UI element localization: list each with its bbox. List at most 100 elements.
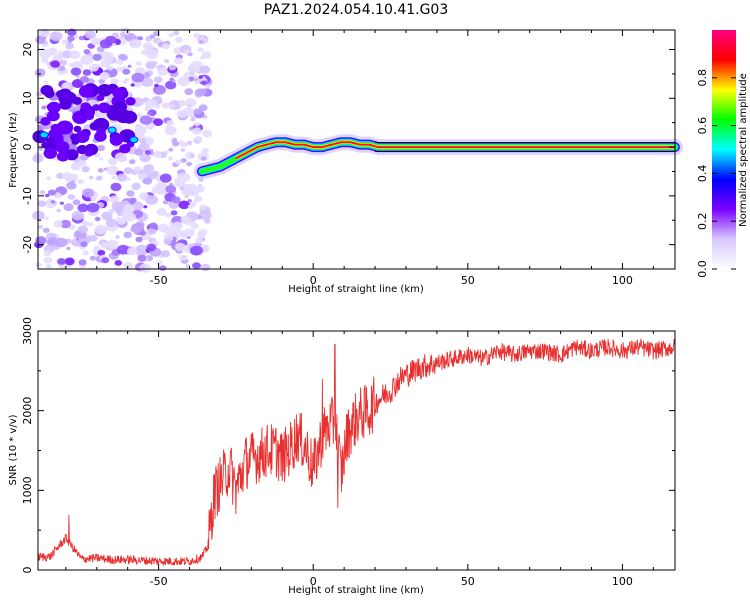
noise-blob bbox=[169, 229, 179, 238]
noise-blob bbox=[156, 260, 163, 266]
noise-blob bbox=[56, 208, 62, 213]
noise-blob bbox=[174, 159, 181, 165]
noise-blob bbox=[126, 247, 137, 256]
colorbar-tick-label: 0.0 bbox=[696, 260, 709, 278]
noise-blob bbox=[180, 215, 191, 224]
noise-blob bbox=[73, 125, 82, 133]
noise-blob bbox=[136, 113, 143, 118]
noise-blob bbox=[126, 190, 135, 197]
noise-blob bbox=[134, 125, 147, 135]
noise-blob bbox=[100, 241, 110, 249]
noise-blob bbox=[169, 103, 176, 109]
noise-blob bbox=[78, 35, 85, 41]
x-tick-label: -50 bbox=[150, 575, 168, 588]
x-tick-label: 100 bbox=[612, 274, 633, 287]
noise-blob bbox=[43, 147, 58, 159]
noise-blob bbox=[110, 78, 119, 85]
noise-blob bbox=[78, 85, 95, 98]
noise-blob bbox=[135, 61, 142, 66]
noise-blob bbox=[193, 108, 203, 115]
noise-blob bbox=[55, 237, 68, 248]
noise-blob bbox=[99, 39, 112, 49]
noise-blob bbox=[191, 127, 202, 135]
snr-background bbox=[38, 331, 675, 570]
noise-blob bbox=[61, 39, 69, 45]
noise-blob bbox=[192, 262, 201, 269]
noise-blob bbox=[197, 47, 204, 53]
noise-blob bbox=[153, 84, 166, 95]
noise-blob bbox=[178, 200, 190, 210]
y-tick-label: 0 bbox=[21, 567, 34, 574]
noise-blob bbox=[165, 185, 177, 194]
noise-blob bbox=[99, 51, 111, 60]
noise-blob bbox=[107, 157, 118, 166]
y-tick-label: 2000 bbox=[21, 397, 34, 425]
noise-blob bbox=[165, 212, 172, 218]
noise-blob bbox=[101, 257, 110, 264]
noise-blob bbox=[204, 218, 211, 224]
x-tick-label: 50 bbox=[461, 575, 475, 588]
noise-blob bbox=[138, 36, 143, 41]
noise-blob bbox=[71, 138, 80, 145]
noise-blob bbox=[97, 249, 106, 256]
noise-blob bbox=[177, 182, 187, 189]
y-tick-label: -20 bbox=[21, 236, 34, 254]
noise-blob bbox=[165, 124, 171, 129]
noise-blob bbox=[123, 167, 133, 175]
spectrogram-frame bbox=[37, 29, 676, 270]
noise-blob bbox=[82, 188, 95, 198]
noise-blob bbox=[81, 165, 90, 173]
noise-blob bbox=[75, 75, 80, 79]
snr-xlabel: Height of straight line (km) bbox=[288, 585, 424, 596]
noise-blob bbox=[163, 238, 172, 245]
noise-blob bbox=[162, 200, 169, 205]
noise-blob bbox=[153, 118, 164, 126]
noise-blob bbox=[83, 109, 95, 119]
noise-blob bbox=[179, 186, 185, 191]
noise-blob bbox=[68, 62, 75, 67]
noise-blob bbox=[170, 210, 178, 216]
noise-blob bbox=[97, 144, 105, 152]
noise-blob bbox=[187, 199, 192, 203]
noise-blob bbox=[50, 200, 55, 204]
noise-blob bbox=[77, 179, 84, 185]
noise-blob bbox=[112, 43, 117, 47]
noise-blob bbox=[129, 39, 142, 49]
noise-blob bbox=[39, 190, 46, 195]
noise-blob bbox=[101, 211, 113, 221]
noise-blob bbox=[172, 221, 183, 230]
noise-blob bbox=[155, 104, 161, 109]
noise-blob bbox=[96, 46, 105, 53]
x-tick-label: 50 bbox=[461, 274, 475, 287]
noise-blob bbox=[168, 64, 177, 71]
noise-blob bbox=[116, 244, 130, 255]
noise-blob bbox=[100, 59, 112, 68]
noise-blob bbox=[92, 117, 110, 132]
noise-blob bbox=[172, 141, 180, 147]
noise-blob bbox=[137, 254, 147, 262]
noise-blob bbox=[80, 55, 94, 66]
noise-blob bbox=[116, 66, 123, 72]
noise-blob bbox=[115, 152, 127, 162]
noise-blob bbox=[99, 72, 110, 81]
noise-blob bbox=[184, 49, 190, 55]
noise-blob bbox=[184, 98, 197, 108]
noise-blob bbox=[96, 127, 106, 136]
noise-blob bbox=[59, 59, 68, 66]
noise-blob bbox=[90, 37, 101, 46]
noise-blob bbox=[57, 258, 66, 265]
noise-blob bbox=[38, 225, 43, 229]
spectrogram-xlabel: Height of straight line (km) bbox=[288, 284, 424, 295]
figure-title: PAZ1.2024.054.10.41.G03 bbox=[264, 2, 449, 18]
noise-blob bbox=[205, 84, 211, 89]
noise-blob bbox=[180, 158, 187, 163]
noise-blob bbox=[164, 59, 170, 63]
noise-blob bbox=[174, 57, 183, 65]
noise-blob bbox=[155, 182, 165, 191]
noise-blob bbox=[72, 79, 84, 88]
noise-blob bbox=[195, 185, 205, 193]
noise-blob bbox=[194, 80, 200, 85]
noise-blob bbox=[189, 185, 198, 192]
noise-blob bbox=[82, 250, 89, 256]
noise-blob bbox=[53, 220, 63, 228]
